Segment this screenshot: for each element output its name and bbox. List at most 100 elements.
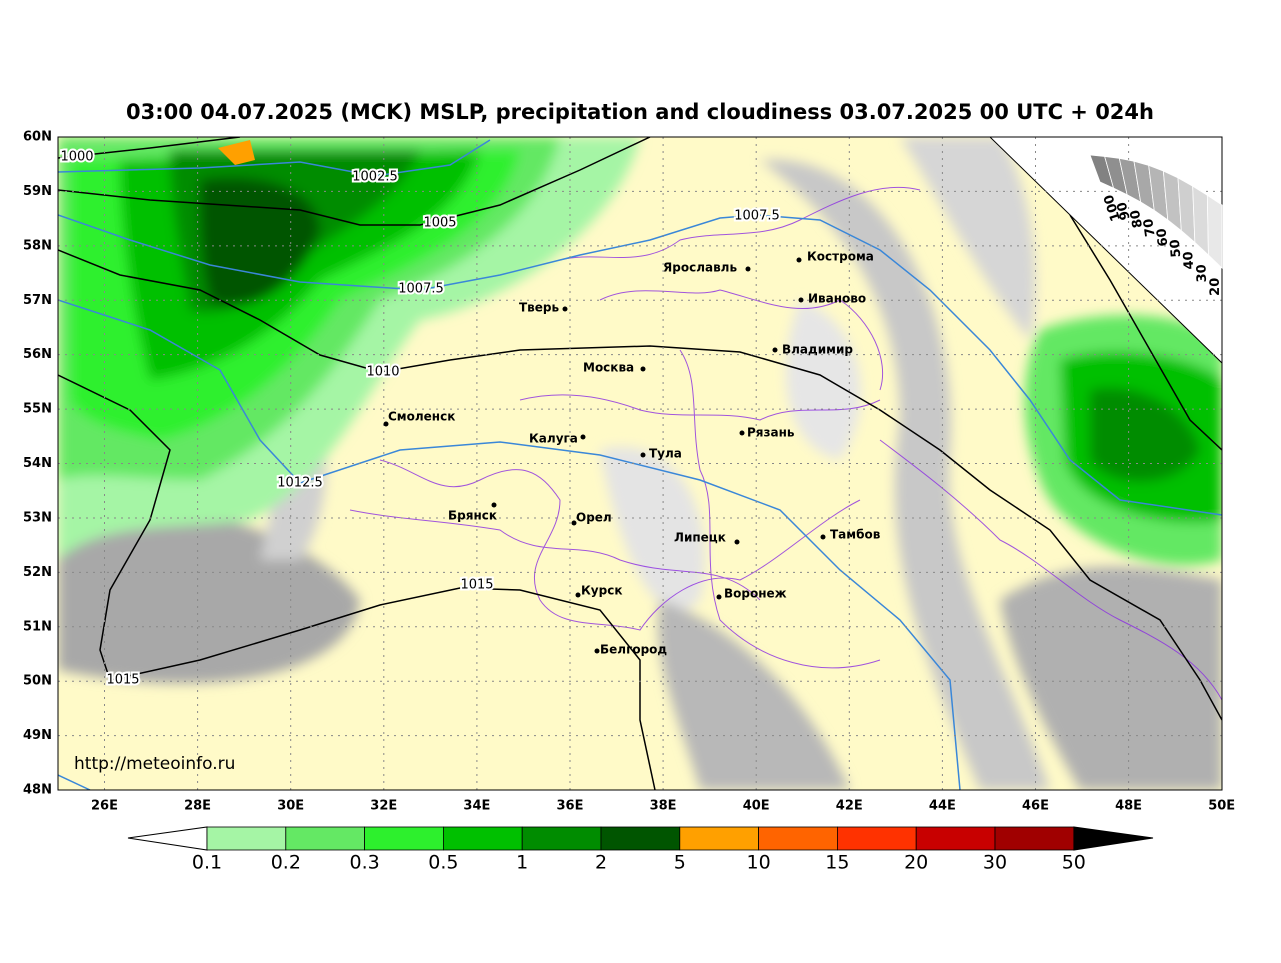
cloud-scale-label: 60 bbox=[1155, 228, 1172, 248]
isobar-label: 1010 bbox=[366, 365, 399, 380]
lat-label: 48N bbox=[23, 783, 52, 798]
lon-label: 30E bbox=[277, 799, 304, 814]
isobar-label: 1007.5 bbox=[734, 209, 780, 224]
map-frame bbox=[57, 136, 1223, 791]
city-name: Белгород bbox=[600, 643, 667, 657]
lat-label: 50N bbox=[23, 674, 52, 689]
lon-label: 44E bbox=[929, 799, 956, 814]
cloud-scale-label: 40 bbox=[1181, 251, 1197, 270]
colorbar-box bbox=[679, 826, 759, 851]
lat-label: 57N bbox=[23, 293, 52, 308]
colorbar-label: 15 bbox=[825, 852, 849, 874]
city-dot bbox=[716, 594, 722, 600]
lon-label: 38E bbox=[650, 799, 677, 814]
city-dot bbox=[383, 421, 389, 427]
colorbar-box bbox=[994, 826, 1075, 851]
city-name: Тула bbox=[649, 447, 682, 461]
isobar-labels: 1000 1002.5 1005 1007.5 1007.5 1010 1012.5 1015… bbox=[58, 148, 781, 690]
city-dot bbox=[571, 520, 577, 526]
colorbar-box bbox=[837, 826, 917, 851]
city-dot bbox=[820, 534, 826, 540]
colorbar-label: 30 bbox=[983, 852, 1007, 874]
isobar-label: 1012.5 bbox=[277, 476, 323, 491]
cloud-scale-label: 30 bbox=[1195, 264, 1211, 283]
isobar-label: 1000 bbox=[60, 150, 93, 165]
colorbar-box bbox=[442, 826, 523, 851]
graticule: 60N 59N 58N 57N 56N 55N 54N 53N 52N 51N 50N 49N 48N 2… bbox=[23, 130, 1235, 814]
city-dot bbox=[491, 502, 497, 508]
colorbar-label: 10 bbox=[747, 852, 771, 874]
source-link: http://meteoinfo.ru bbox=[74, 754, 235, 774]
city-dot bbox=[575, 592, 581, 598]
isobar-label: 1015 bbox=[106, 673, 139, 688]
colorbar-box bbox=[521, 826, 602, 851]
cloud-scale-label: 70 bbox=[1141, 218, 1158, 238]
lon-label: 26E bbox=[91, 799, 118, 814]
colorbar-label: 0.1 bbox=[192, 852, 222, 874]
cloud-scale-label: 20 bbox=[1208, 278, 1223, 296]
city-name: Воронеж bbox=[724, 587, 787, 601]
colorbar-label: 1 bbox=[516, 852, 528, 874]
city-name: Владимир bbox=[782, 343, 853, 357]
city-name: Рязань bbox=[747, 426, 795, 440]
city-dot bbox=[640, 452, 646, 458]
lon-label: 42E bbox=[836, 799, 863, 814]
city-dot bbox=[594, 648, 600, 654]
lat-label: 60N bbox=[23, 130, 52, 145]
colorbar-label: 2 bbox=[595, 852, 607, 874]
city-name: Смоленск bbox=[388, 410, 455, 424]
city-name: Курск bbox=[581, 584, 622, 598]
lon-label: 46E bbox=[1022, 799, 1049, 814]
lon-label: 40E bbox=[743, 799, 770, 814]
city-dot bbox=[739, 430, 745, 436]
city-dot bbox=[562, 306, 568, 312]
lon-label: 36E bbox=[557, 799, 584, 814]
lat-label: 55N bbox=[23, 402, 52, 417]
city-name: Ярославль bbox=[663, 261, 737, 275]
colorbar-box bbox=[915, 826, 996, 851]
lon-label: 48E bbox=[1115, 799, 1142, 814]
lat-label: 56N bbox=[23, 347, 52, 362]
colorbar: 0.1 0.2 0.3 0.5 1 2 5 10 15 20 30 50 bbox=[127, 826, 1154, 874]
city-dot bbox=[796, 257, 802, 263]
city-dot bbox=[640, 366, 646, 372]
lat-label: 51N bbox=[23, 619, 52, 634]
colorbar-box bbox=[758, 826, 838, 851]
isobar-label: 1015 bbox=[460, 578, 493, 593]
cloud-scale-segment bbox=[1206, 194, 1223, 269]
colorbar-label: 20 bbox=[904, 852, 928, 874]
lat-label: 53N bbox=[23, 510, 52, 525]
colorbar-label: 50 bbox=[1062, 852, 1086, 874]
lat-label: 58N bbox=[23, 238, 52, 253]
colorbar-box bbox=[364, 826, 444, 851]
cities: Ярославль Кострома Иваново Тверь Владимир Мос… bbox=[383, 250, 881, 657]
lat-label: 59N bbox=[23, 184, 52, 199]
isobar-label: 1005 bbox=[423, 216, 456, 231]
city-dot bbox=[745, 266, 751, 272]
city-name: Москва bbox=[583, 361, 634, 375]
lon-label: 34E bbox=[463, 799, 490, 814]
colorbar-box bbox=[206, 826, 287, 851]
city-name: Липецк bbox=[674, 531, 726, 545]
city-dot bbox=[772, 347, 778, 353]
city-name: Тамбов bbox=[830, 528, 881, 542]
isobar-label: 1007.5 bbox=[398, 282, 444, 297]
lon-label: 50E bbox=[1208, 799, 1235, 814]
colorbar-box bbox=[285, 826, 365, 851]
cloud-scale-label: 50 bbox=[1168, 239, 1184, 258]
colorbar-box bbox=[600, 826, 681, 851]
colorbar-label: 5 bbox=[674, 852, 686, 874]
colorbar-label: 0.5 bbox=[428, 852, 458, 874]
city-name: Иваново bbox=[808, 292, 866, 306]
isobar-label: 1002.5 bbox=[352, 170, 398, 185]
cloud-scale-label: 80 bbox=[1128, 209, 1146, 230]
lon-label: 32E bbox=[370, 799, 397, 814]
colorbar-label: 0.3 bbox=[349, 852, 379, 874]
city-name: Тверь bbox=[519, 301, 560, 315]
cloud-scale-label: 90 bbox=[1115, 200, 1134, 221]
city-name: Калуга bbox=[529, 432, 578, 446]
lat-label: 54N bbox=[23, 456, 52, 471]
city-name: Орел bbox=[576, 511, 612, 525]
